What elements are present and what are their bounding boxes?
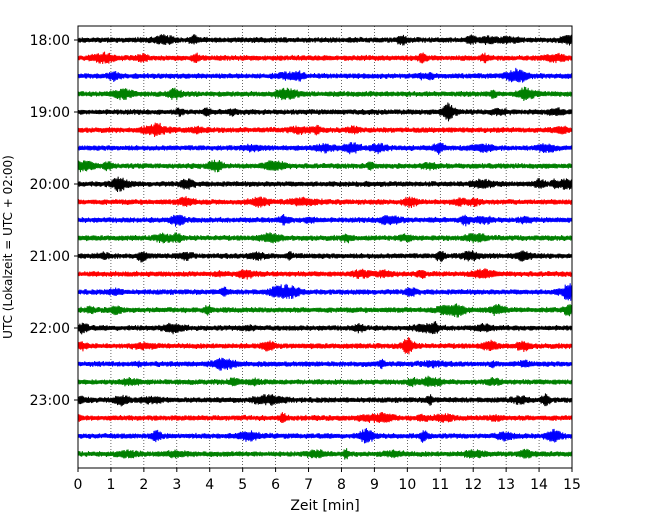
x-tick-label: 11 xyxy=(431,477,449,493)
x-axis-ticks: 0 1 2 3 4 5 6 7 8 9 10 11 12 13 14 15 xyxy=(74,468,581,493)
x-tick-label: 15 xyxy=(563,477,581,493)
y-tick-label: 23:00 xyxy=(30,393,70,409)
x-tick-label: 7 xyxy=(304,477,313,493)
x-tick-label: 10 xyxy=(398,477,416,493)
x-tick-label: 9 xyxy=(370,477,379,493)
x-tick-label: 0 xyxy=(74,477,83,493)
x-tick-label: 1 xyxy=(106,477,115,493)
x-tick-label: 4 xyxy=(205,477,214,493)
y-tick-label: 20:00 xyxy=(30,177,70,193)
y-tick-label: 22:00 xyxy=(30,321,70,337)
y-axis-ticks: 18:00 19:00 20:00 21:00 22:00 23:00 xyxy=(30,33,78,409)
x-tick-label: 8 xyxy=(337,477,346,493)
y-tick-label: 19:00 xyxy=(30,105,70,121)
y-axis-label: UTC (Lokalzeit = UTC + 02:00) xyxy=(1,155,15,339)
x-tick-label: 12 xyxy=(464,477,482,493)
x-tick-label: 3 xyxy=(172,477,181,493)
x-tick-label: 14 xyxy=(530,477,548,493)
y-tick-label: 18:00 xyxy=(30,33,70,49)
y-tick-label: 21:00 xyxy=(30,249,70,265)
x-tick-label: 5 xyxy=(238,477,247,493)
x-tick-label: 13 xyxy=(497,477,515,493)
seismic-traces xyxy=(77,34,573,460)
plot-frame xyxy=(77,25,573,469)
x-axis-label: Zeit [min] xyxy=(290,498,359,514)
x-tick-label: 2 xyxy=(139,477,148,493)
x-tick-label: 6 xyxy=(271,477,280,493)
